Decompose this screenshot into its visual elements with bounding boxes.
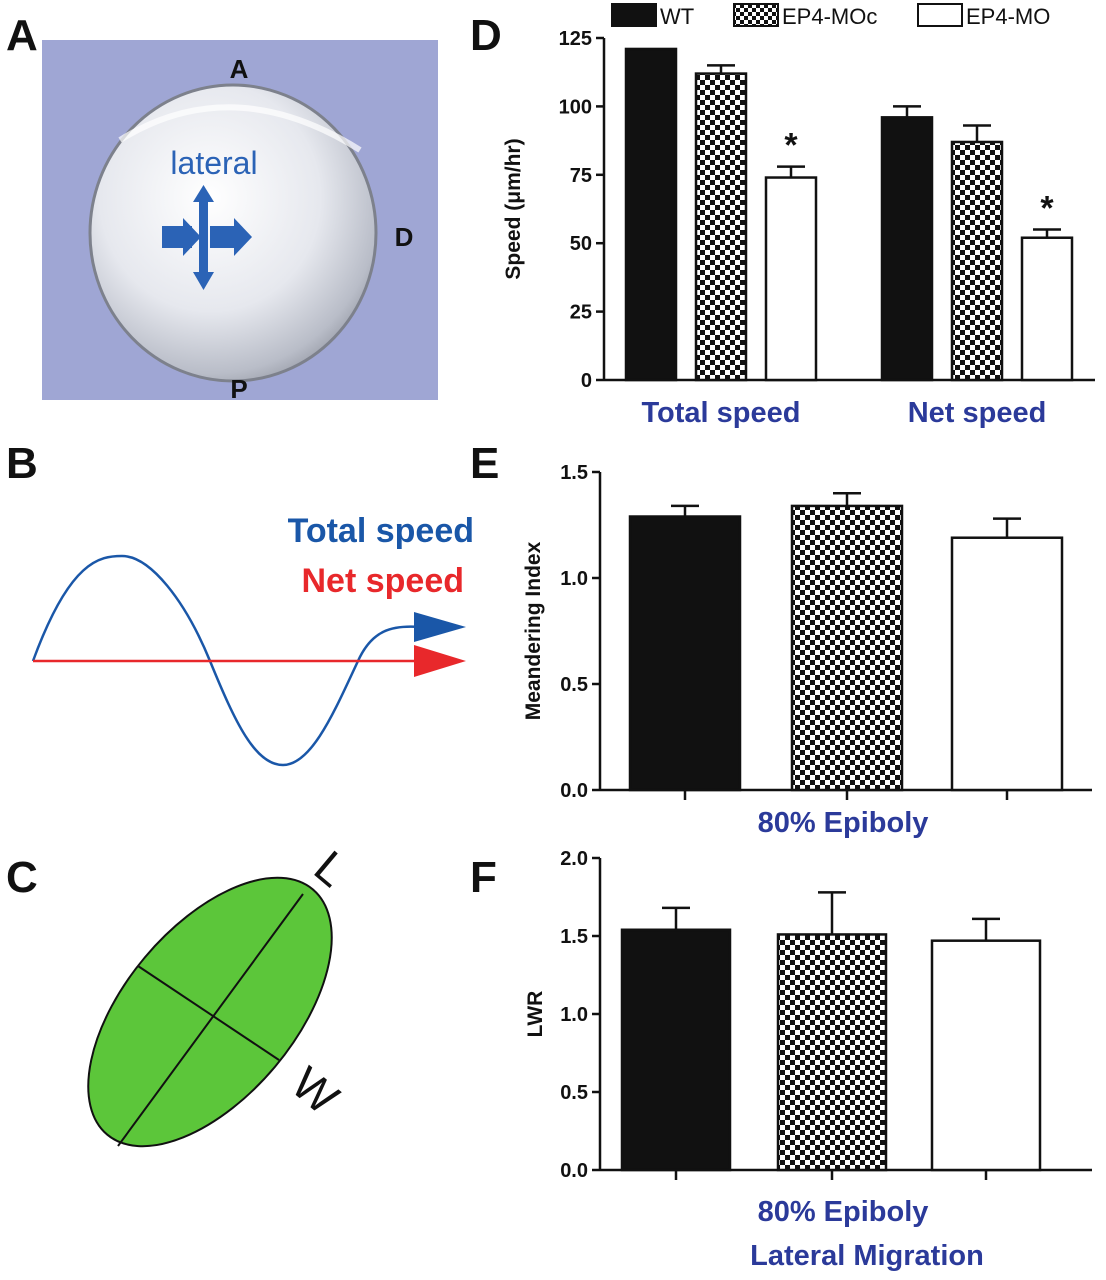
- legend-label: EP4-MO: [966, 4, 1050, 29]
- bar: [880, 116, 934, 382]
- y-tick-label: 125: [559, 28, 592, 50]
- legend-swatch: [611, 3, 657, 27]
- bar: [624, 47, 678, 382]
- y-tick-label: 0.5: [560, 1082, 588, 1104]
- cell-ellipse: [87, 876, 333, 1148]
- chart-f-lwr: 0.0 0.5 1.0 1.5 2.0 LWR 80% Epiboly Lateral Mig…: [524, 848, 1092, 1272]
- lateral-direction-arrows-icon: [162, 185, 252, 290]
- total-speed-arrowhead-icon: [414, 612, 466, 642]
- y-axis-title: Meandering Index: [522, 541, 545, 720]
- panel-letter-b: B: [6, 439, 38, 488]
- panel-a: A A D P lateral: [6, 11, 438, 404]
- y-tick-label: 0.0: [560, 780, 588, 802]
- panel-letter-e: E: [470, 439, 499, 488]
- lateral-label: lateral: [170, 145, 257, 181]
- embryo-highlight: [118, 104, 362, 153]
- y-axis-title: LWR: [524, 991, 547, 1038]
- bar: [790, 504, 904, 792]
- y-tick-label: 1.0: [560, 568, 588, 590]
- bar: [620, 928, 732, 1172]
- y-tick-label: 25: [570, 302, 592, 324]
- y-tick-label: 75: [570, 165, 592, 187]
- significance-star: *: [784, 127, 798, 165]
- significance-star: *: [1040, 190, 1054, 228]
- y-axis-title: Speed (μm/hr): [502, 138, 525, 279]
- width-label: W: [282, 1057, 349, 1125]
- bar: [694, 72, 748, 382]
- y-tick-label: 1.0: [560, 1004, 588, 1026]
- y-tick-label: 1.5: [560, 462, 588, 484]
- orientation-label-anterior: A: [230, 54, 249, 84]
- orientation-label-dorsal: D: [395, 222, 414, 252]
- legend-net-speed: Net speed: [302, 562, 465, 600]
- y-tick-label: 1.5: [560, 926, 588, 948]
- x-category-label: Total speed: [642, 397, 801, 429]
- bar: [764, 176, 818, 382]
- legend-swatch: [917, 3, 963, 27]
- bar: [950, 536, 1064, 792]
- bar: [1020, 236, 1074, 382]
- length-axis-line: [117, 893, 304, 1147]
- bar: [930, 939, 1042, 1172]
- width-axis-line: [137, 965, 280, 1061]
- y-tick-label: 50: [570, 233, 592, 255]
- x-axis-title: 80% Epiboly: [758, 807, 929, 839]
- panel-letter-c: C: [6, 853, 38, 902]
- y-tick-label: 0.0: [560, 1160, 588, 1182]
- panel-letter-f: F: [470, 853, 497, 902]
- legend-swatch: [733, 3, 779, 27]
- y-tick-label: 2.0: [560, 848, 588, 870]
- chart-e-meandering: 0.0 0.5 1.0 1.5 Meandering Index 80% Epiboly: [522, 462, 1092, 839]
- x-axis-title: 80% Epiboly: [758, 1196, 929, 1228]
- bar: [776, 933, 888, 1172]
- x-axis-subtitle: Lateral Migration: [750, 1240, 984, 1272]
- legend-label: EP4-MOc: [782, 4, 877, 29]
- net-speed-arrowhead-icon: [414, 645, 466, 677]
- panel-letter-a: A: [6, 11, 38, 60]
- legend-total-speed: Total speed: [288, 512, 474, 550]
- chart-d-speed: 0 25 50 75 100 125 Speed (μm/hr) * Total speed * N…: [502, 3, 1095, 429]
- y-tick-label: 100: [559, 96, 592, 118]
- x-category-label: Net speed: [908, 397, 1047, 429]
- panel-letter-d: D: [470, 11, 502, 60]
- panel-b: B Total speed Net speed: [6, 439, 474, 767]
- bar: [950, 140, 1004, 382]
- y-tick-label: 0.5: [560, 674, 588, 696]
- orientation-label-posterior: P: [230, 374, 247, 404]
- legend-label: WT: [660, 4, 694, 29]
- bar: [628, 515, 742, 792]
- y-tick-label: 0: [581, 370, 592, 392]
- panel-c: C L W: [6, 840, 358, 1148]
